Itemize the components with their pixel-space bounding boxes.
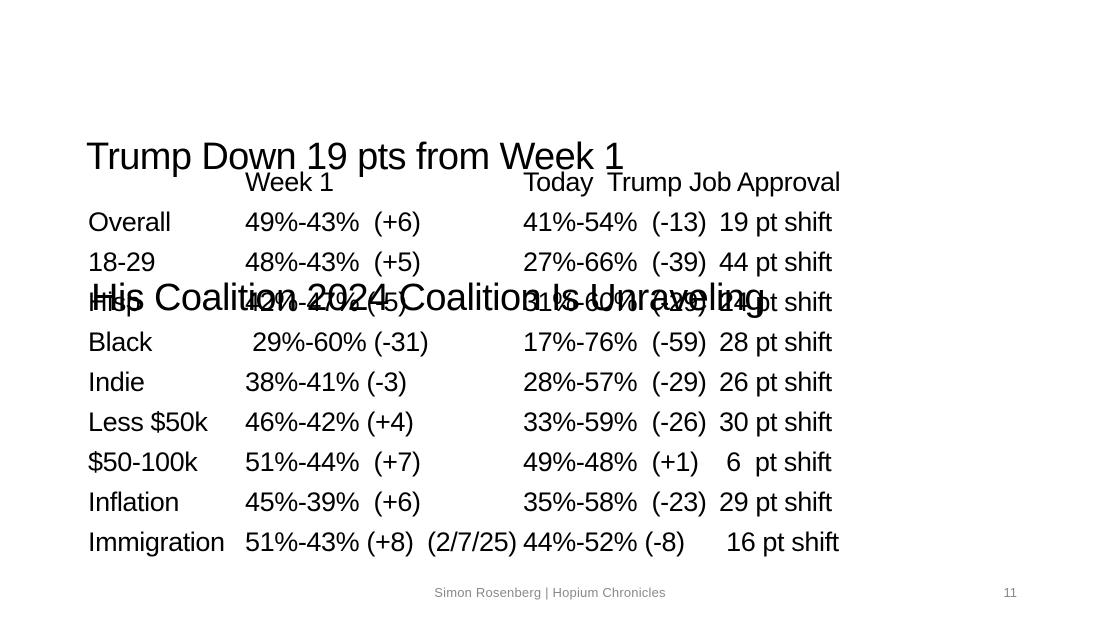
row-today-value: 28%-57% (-29) (523, 367, 707, 397)
approval-table: Week 1 Today Trump Job Approval Overall … (88, 162, 841, 562)
row-shift-value: 30 pt shift (719, 407, 832, 437)
row-shift-value: 6 pt shift (719, 447, 832, 477)
table-row: Immigration 51%-43% (+8) (2/7/25) 44%-52… (88, 522, 840, 562)
table-row: $50-100k 51%-44% (+7) 49%-48% (+1) 6 pt … (88, 442, 840, 482)
page-number: 11 (1003, 585, 1018, 600)
row-category: $50-100k (88, 447, 198, 477)
row-week1-value: 49%-43% (+6) (245, 207, 421, 237)
row-category: Indie (88, 367, 145, 397)
row-week1-value: 51%-43% (+8) (245, 527, 414, 557)
row-category: Black (88, 327, 153, 357)
row-week1-value: 46%-42% (+4) (245, 407, 414, 437)
row-today-value: 35%-58% (-23) (523, 487, 707, 517)
slide-title: Trump Down 19 pts from Week 1 His Coalit… (86, 40, 766, 416)
row-week1-value: 51%-44% (+7) (245, 447, 421, 477)
title-line-2: His Coalition 2024 Coalition Is Unraveli… (91, 277, 766, 319)
row-category: Inflation (88, 487, 179, 517)
row-category: 18-29 (88, 247, 156, 277)
row-today-value: 31%-60% (-29) (523, 287, 707, 317)
row-today-value: 27%-66% (-39) (523, 247, 707, 277)
table-row: 18-29 48%-43% (+5) 27%-66% (-39) 44 pt s… (88, 242, 840, 282)
row-today-value: 33%-59% (-26) (523, 407, 707, 437)
row-today-value: 17%-76% (-59) (523, 327, 707, 357)
row-shift-value: 19 pt shift (719, 207, 832, 237)
row-date-note: (2/7/25) (427, 527, 517, 557)
table-row: Hisp 42%-47% (-5) 31%-60% (-29) 24 pt sh… (88, 282, 840, 322)
row-week1-value: 29%-60% (-31) (245, 327, 429, 357)
row-today-value: 41%-54% (-13) (523, 207, 707, 237)
row-week1-value: 42%-47% (-5) (245, 287, 407, 317)
row-shift-value: 24 pt shift (719, 287, 832, 317)
footer-credit: Simon Rosenberg | Hopium Chronicles (434, 585, 666, 600)
row-shift-value: 28 pt shift (719, 327, 832, 357)
row-week1-value: 45%-39% (+6) (245, 487, 421, 517)
table-row: Black 29%-60% (-31) 17%-76% (-59) 28 pt … (88, 322, 840, 362)
week1-column-header: Week 1 (245, 167, 334, 197)
row-shift-value: 26 pt shift (719, 367, 832, 397)
table-header-row: Week 1 Today Trump Job Approval (88, 162, 841, 202)
title-line-1: Trump Down 19 pts from Week 1 (86, 136, 625, 178)
table-row: Overall 49%-43% (+6) 41%-54% (-13) 19 pt… (88, 202, 840, 242)
row-category: Overall (88, 207, 171, 237)
today-column-header: Today Trump Job Approval (523, 167, 841, 197)
row-category: Hisp (88, 287, 141, 317)
row-shift-value: 44 pt shift (719, 247, 832, 277)
row-week1-value: 48%-43% (+5) (245, 247, 421, 277)
row-category: Immigration (88, 527, 225, 557)
row-shift-value: 29 pt shift (719, 487, 832, 517)
row-category: Less $50k (88, 407, 208, 437)
row-today-value: 49%-48% (+1) (523, 447, 699, 477)
row-shift-value: 16 pt shift (719, 527, 839, 557)
table-row: Inflation 45%-39% (+6) 35%-58% (-23) 29 … (88, 482, 840, 522)
row-today-value: 44%-52% (-8) (523, 527, 685, 557)
table-row: Indie 38%-41% (-3) 28%-57% (-29) 26 pt s… (88, 362, 840, 402)
table-row: Less $50k 46%-42% (+4) 33%-59% (-26) 30 … (88, 402, 840, 442)
row-week1-value: 38%-41% (-3) (245, 367, 407, 397)
